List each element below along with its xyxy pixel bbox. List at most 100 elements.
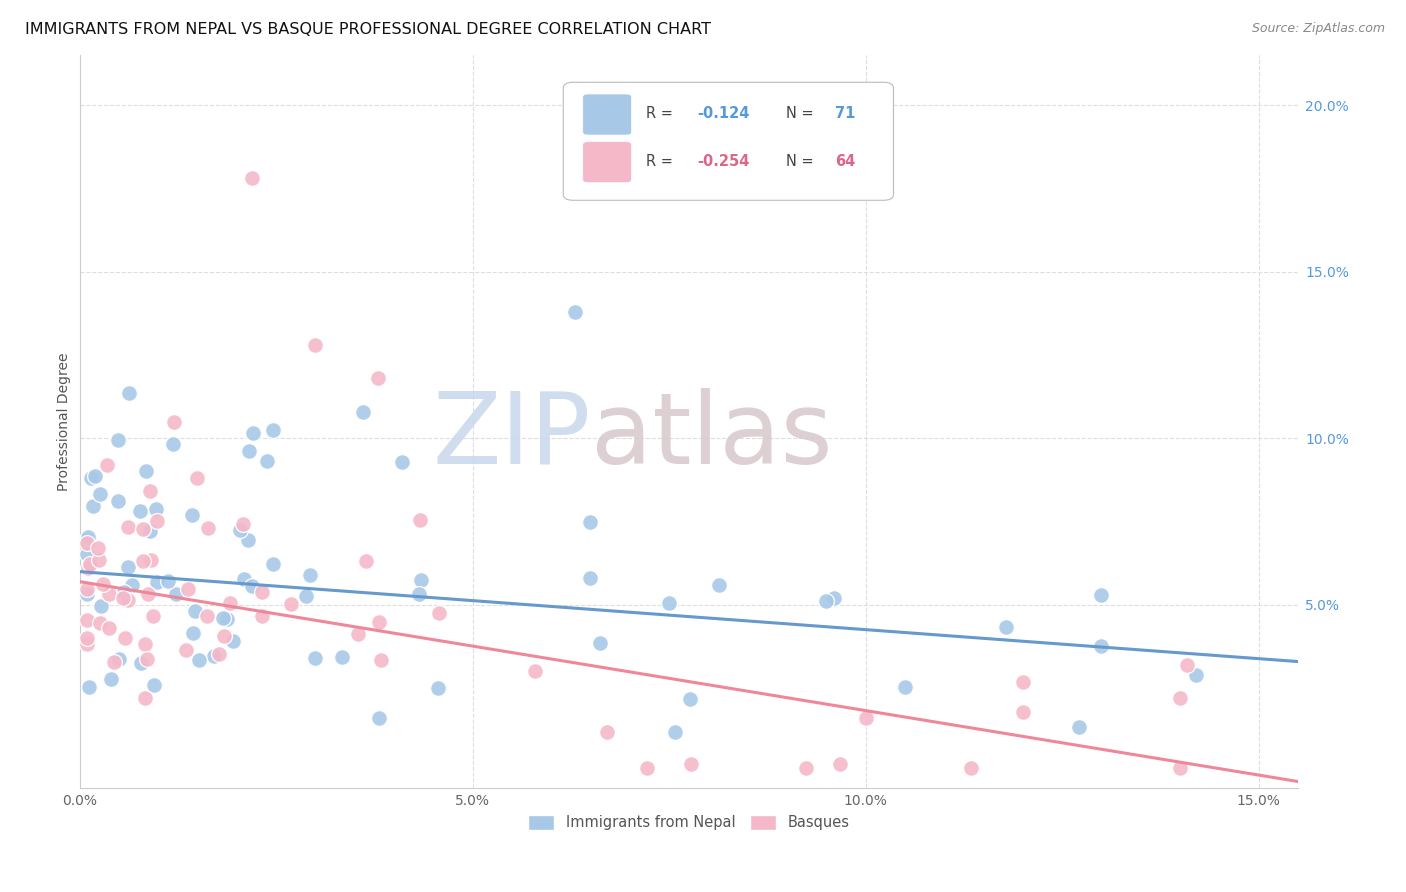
Point — [707, 578, 730, 592]
Point — [295, 589, 318, 603]
Point — [411, 573, 433, 587]
FancyBboxPatch shape — [564, 82, 893, 201]
Point — [76, 533, 98, 548]
Point — [240, 579, 263, 593]
Text: R =: R = — [647, 106, 678, 121]
Point — [188, 653, 211, 667]
Point — [136, 587, 159, 601]
Text: 71: 71 — [835, 106, 855, 121]
Point — [579, 571, 602, 585]
Point — [89, 553, 111, 567]
Point — [90, 599, 112, 614]
Text: 64: 64 — [835, 154, 855, 169]
Point — [77, 561, 100, 575]
Point — [238, 444, 260, 458]
Point — [91, 576, 114, 591]
Point — [994, 620, 1017, 634]
Point — [76, 547, 98, 561]
Point — [77, 680, 100, 694]
Point — [145, 574, 167, 589]
Point — [596, 724, 619, 739]
Point — [218, 596, 240, 610]
Point — [135, 464, 157, 478]
Point — [132, 522, 155, 536]
Point — [367, 711, 389, 725]
Point — [215, 611, 238, 625]
Point — [346, 627, 368, 641]
Point — [76, 613, 98, 627]
Point — [233, 572, 256, 586]
Point — [232, 516, 254, 531]
Point — [589, 635, 612, 649]
Point — [134, 690, 156, 705]
Point — [304, 338, 326, 352]
Point — [1185, 668, 1208, 682]
Point — [139, 552, 162, 566]
Point — [815, 594, 838, 608]
Point — [658, 596, 681, 610]
Point — [80, 471, 103, 485]
Point — [391, 455, 413, 469]
Legend: Immigrants from Nepal, Basques: Immigrants from Nepal, Basques — [522, 809, 856, 836]
Point — [242, 426, 264, 441]
Point — [186, 471, 208, 485]
Point — [145, 514, 167, 528]
Point — [222, 634, 245, 648]
Point — [143, 677, 166, 691]
Point — [145, 501, 167, 516]
Point — [1011, 675, 1033, 690]
Text: N =: N = — [786, 106, 818, 121]
Point — [76, 587, 98, 601]
Point — [76, 582, 98, 597]
Point — [214, 629, 236, 643]
Point — [256, 454, 278, 468]
Point — [76, 530, 98, 544]
Point — [229, 523, 252, 537]
Point — [1069, 720, 1091, 734]
Point — [579, 515, 602, 529]
Point — [181, 508, 204, 523]
Point — [960, 761, 983, 775]
Point — [98, 587, 121, 601]
Point — [252, 585, 274, 599]
Text: N =: N = — [786, 154, 818, 169]
Point — [242, 171, 264, 186]
Point — [142, 609, 165, 624]
Point — [177, 582, 200, 596]
Point — [163, 415, 186, 429]
Point — [86, 541, 108, 556]
Point — [299, 568, 322, 582]
Point — [262, 423, 284, 437]
Point — [103, 655, 125, 669]
Point — [1090, 588, 1112, 602]
Point — [367, 371, 389, 385]
Point — [664, 724, 686, 739]
Point — [830, 757, 852, 772]
Point — [352, 405, 374, 419]
Point — [427, 681, 450, 695]
Point — [184, 604, 207, 618]
Point — [408, 586, 430, 600]
Point — [1168, 761, 1191, 775]
Point — [117, 560, 139, 574]
Point — [89, 615, 111, 630]
Point — [134, 636, 156, 650]
Point — [823, 591, 845, 606]
Point — [252, 608, 274, 623]
Text: ZIP: ZIP — [433, 388, 592, 485]
Point — [1175, 657, 1198, 672]
Point — [98, 621, 121, 635]
Point — [117, 593, 139, 607]
Point — [238, 533, 260, 547]
Point — [636, 761, 658, 775]
Text: -0.254: -0.254 — [697, 154, 749, 169]
Text: IMMIGRANTS FROM NEPAL VS BASQUE PROFESSIONAL DEGREE CORRELATION CHART: IMMIGRANTS FROM NEPAL VS BASQUE PROFESSI… — [25, 22, 711, 37]
Point — [76, 637, 98, 651]
Point — [330, 650, 353, 665]
Point — [100, 672, 122, 686]
Point — [367, 615, 389, 630]
Point — [855, 711, 877, 725]
Point — [117, 385, 139, 400]
Point — [162, 437, 184, 451]
Point — [114, 631, 136, 645]
